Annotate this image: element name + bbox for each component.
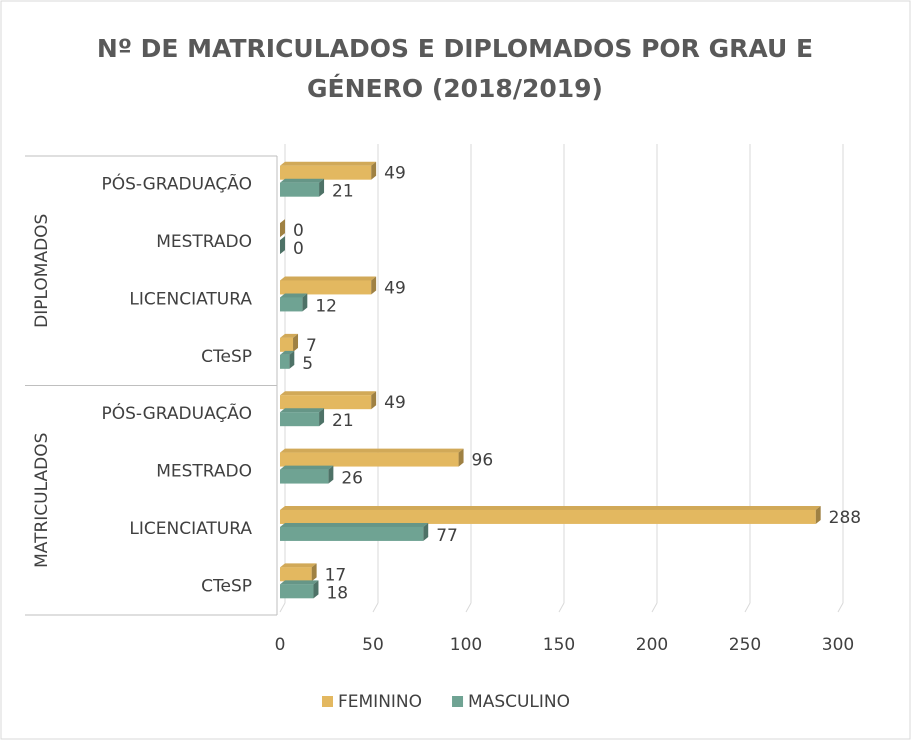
- bar: [280, 165, 372, 180]
- x-tick-label: 200: [636, 635, 668, 655]
- bar-side: [293, 333, 299, 352]
- grid-line-foot: [651, 602, 658, 613]
- legend-swatch: [322, 696, 333, 707]
- bar: [280, 182, 320, 197]
- bar-top: [280, 178, 325, 183]
- legend-label: MASCULINO: [468, 692, 570, 712]
- chart-title: GÉNERO (2018/2019): [307, 74, 603, 103]
- grid-line-foot: [837, 602, 844, 613]
- bar-top: [280, 563, 317, 568]
- bar: [280, 337, 294, 352]
- bar: [280, 452, 459, 467]
- data-label: 18: [326, 583, 348, 603]
- bar-side: [328, 465, 334, 484]
- data-label: 0: [293, 221, 304, 241]
- bar-side: [289, 350, 295, 369]
- group-label: DIPLOMADOS: [32, 214, 52, 328]
- bar-side: [319, 178, 325, 197]
- x-tick-label: 150: [543, 635, 575, 655]
- x-tick-label: 100: [450, 635, 482, 655]
- data-label: 21: [332, 182, 354, 202]
- bar: [280, 584, 314, 599]
- grid-line-foot: [558, 602, 565, 613]
- bar-side: [371, 391, 377, 410]
- grid-line-foot: [744, 602, 751, 613]
- y-tick-label: LICENCIATURA: [129, 289, 252, 309]
- data-label: 49: [384, 393, 406, 413]
- x-tick-label: 300: [822, 635, 854, 655]
- data-label: 21: [332, 411, 354, 431]
- y-tick-label: PÓS-GRADUAÇÃO: [101, 402, 252, 424]
- bar-top: [280, 350, 295, 355]
- bar: [280, 354, 290, 369]
- data-label: 26: [341, 469, 363, 489]
- bar-side: [319, 408, 325, 427]
- grid-line-foot: [465, 602, 472, 613]
- x-tick-label: 250: [729, 635, 761, 655]
- grid-line-foot: [279, 602, 286, 613]
- bar-top: [280, 580, 319, 585]
- data-label: 49: [384, 164, 406, 184]
- x-tick-label: 0: [275, 635, 286, 655]
- bar-side: [302, 293, 308, 312]
- bar: [280, 395, 372, 410]
- legend-label: FEMININO: [338, 692, 422, 712]
- data-label: 288: [829, 508, 861, 528]
- bar: [280, 509, 816, 524]
- group-label: MATRICULADOS: [32, 433, 52, 568]
- bar-side: [458, 448, 464, 467]
- bar-side: [815, 505, 821, 524]
- data-label: 7: [306, 336, 317, 356]
- bar: [280, 526, 424, 541]
- bar-side: [311, 563, 317, 582]
- y-tick-label: PÓS-GRADUAÇÃO: [101, 173, 252, 195]
- data-label: 96: [472, 451, 494, 471]
- data-label: 77: [436, 526, 458, 546]
- y-tick-label: LICENCIATURA: [129, 519, 252, 539]
- bar-top: [280, 448, 464, 453]
- bar-top: [280, 161, 377, 166]
- bar-top: [280, 465, 334, 470]
- bar-top: [280, 276, 377, 281]
- bar: [280, 469, 329, 484]
- bar: [280, 297, 303, 312]
- y-tick-label: CTeSP: [201, 576, 252, 596]
- bar-top: [280, 293, 308, 298]
- data-label: 12: [315, 296, 337, 316]
- x-tick-label: 50: [362, 635, 384, 655]
- bar-top: [280, 333, 299, 338]
- bar-side: [371, 276, 377, 295]
- bar-side: [280, 219, 285, 238]
- bar: [280, 412, 320, 427]
- bar: [280, 567, 312, 582]
- chart-title: Nº DE MATRICULADOS E DIPLOMADOS POR GRAU…: [97, 34, 813, 63]
- y-tick-label: MESTRADO: [156, 462, 252, 482]
- data-label: 0: [293, 239, 304, 259]
- bar-top: [280, 522, 429, 527]
- bar-side: [280, 236, 285, 255]
- bar-top: [280, 505, 821, 510]
- bar: [280, 280, 372, 295]
- bar-top: [280, 408, 325, 413]
- bar-side: [371, 161, 377, 180]
- data-label: 5: [302, 354, 313, 374]
- data-label: 17: [325, 565, 347, 585]
- legend-swatch: [452, 696, 464, 707]
- bar-top: [280, 391, 377, 396]
- bar-side: [313, 580, 319, 599]
- y-tick-label: MESTRADO: [156, 232, 252, 252]
- grid-line-foot: [372, 602, 379, 613]
- y-tick-label: CTeSP: [201, 347, 252, 367]
- bar-side: [423, 522, 429, 541]
- data-label: 49: [384, 278, 406, 298]
